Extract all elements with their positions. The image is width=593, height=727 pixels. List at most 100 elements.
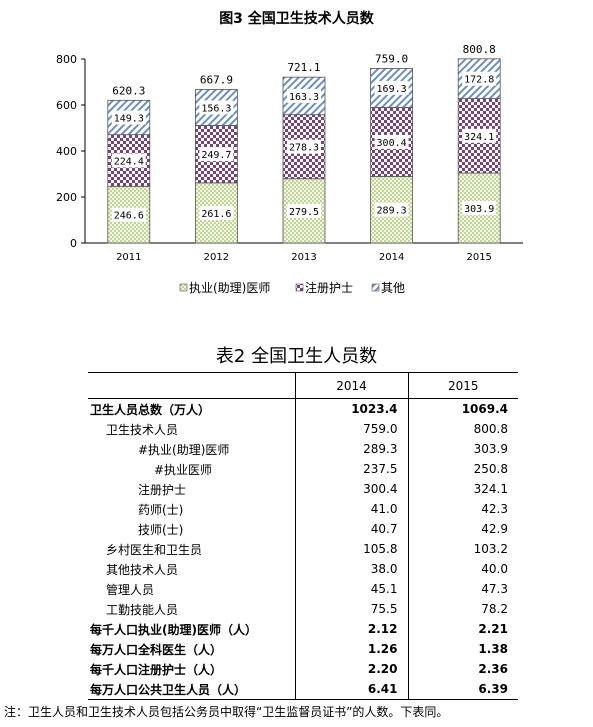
health-personnel-table: 2014 2015 卫生人员总数（万人） 1023.4 1069.4 卫生技术人员 75… [88,372,518,700]
legend-item-nurses: 注册护士 [295,280,353,295]
table-row: #执业(助理)医师 289.3 303.9 [88,439,518,459]
row-value-2015: 103.2 [473,542,508,556]
row-label: #执业(助理)医师 [88,439,296,459]
row-value-2014: 75.5 [295,599,409,619]
table-row: 工勤技能人员 75.5 78.2 [88,599,518,619]
header-2015: 2015 [408,372,518,399]
y-tick-label: 0 [70,237,77,250]
total-label: 667.9 [200,73,233,86]
row-value-2015: 78.2 [481,602,508,616]
row-value-2015: 6.39 [408,679,518,700]
legend-swatch [295,283,304,292]
value-label: 324.1 [464,132,494,143]
row-value-2014: 289.3 [295,439,409,459]
row-value-2014: 105.8 [295,539,409,559]
table-row: 每万人口公共卫生人员（人） 6.41 6.39 [88,679,518,700]
table-row: 乡村医生和卫生员 105.8 103.2 [88,539,518,559]
table-row: 每万人口全科医生（人） 1.26 1.38 [88,639,518,659]
x-tick-label: 2015 [466,252,491,263]
row-value-2014: 41.0 [295,499,409,519]
row-value-2014: 759.0 [295,419,409,439]
footnote: 注：卫生人员和卫生技术人员包括公务员中取得“卫生监督员证书”的人数。下表同。 [4,705,449,719]
legend-label: 其他 [381,281,405,295]
row-label: 技师(士) [88,519,296,539]
value-label-background [111,110,146,125]
row-value-2015: 1069.4 [461,402,508,416]
value-label: 279.5 [289,207,319,218]
header-2014: 2014 [295,372,409,399]
table-row: 药师(士) 41.0 42.3 [88,499,518,519]
row-value-2015: 250.8 [473,462,508,476]
value-label-background [374,202,409,217]
total-label: 721.1 [287,61,320,74]
row-label: 每万人口全科医生（人） [88,639,296,659]
value-label-background [462,128,497,143]
legend-label: 执业(助理)医师 [189,281,270,295]
y-tick-label: 800 [56,53,77,66]
table-row: 每千人口注册护士（人） 2.20 2.36 [88,659,518,679]
value-label: 249.7 [201,150,231,161]
total-label: 759.0 [375,52,408,65]
row-value-2015: 47.3 [481,582,508,596]
table-row: #执业医师 237.5 250.8 [88,459,518,479]
value-label: 303.9 [464,204,494,215]
row-label: 每万人口公共卫生人员（人） [88,679,296,700]
value-label-background [287,139,321,154]
row-label: 乡村医生和卫生员 [88,539,296,559]
row-value-2014: 1.26 [295,639,409,659]
table-row: 卫生技术人员 759.0 800.8 [88,419,518,439]
header-label [88,372,296,399]
value-label: 246.6 [114,211,144,222]
table-row: 技师(士) 40.7 42.9 [88,519,518,539]
value-label-background [462,201,497,216]
row-value-2014: 6.41 [295,679,409,700]
table-row: 每千人口执业(助理)医师（人） 2.12 2.21 [88,619,518,639]
stacked-bar-chart: 0 200 400 600 800 246.6 224.4 149.3 620.3 2011 26… [56,43,523,295]
x-tick-label: 2011 [116,252,141,263]
table-row: 其他技术人员 38.0 40.0 [88,559,518,579]
row-value-2014: 1023.4 [295,398,409,419]
value-label: 149.3 [114,114,144,125]
total-label: 800.8 [463,43,496,56]
value-label-background [462,71,497,86]
row-value-2014: 237.5 [295,459,409,479]
x-tick-label: 2014 [379,252,404,263]
row-value-2015: 2.36 [478,662,508,676]
value-label-background [199,205,234,220]
total-label: 620.3 [112,84,145,97]
legend-item-physicians: 执业(助理)医师 [179,281,270,295]
row-label: 药师(士) [88,499,296,519]
row-value-2015: 324.1 [473,482,508,496]
row-value-2014: 300.4 [295,479,409,499]
row-label: 管理人员 [88,579,296,599]
row-label: 卫生技术人员 [88,419,296,439]
row-label: #执业医师 [88,459,296,479]
row-label: 注册护士 [88,479,296,499]
value-label-background [287,203,321,218]
chart-title: 图3 全国卫生技术人员数 [219,11,374,27]
value-label: 289.3 [377,206,407,217]
value-label: 224.4 [114,156,144,167]
legend-item-other: 其他 [371,281,405,295]
value-label: 300.4 [377,138,407,149]
legend-label: 注册护士 [305,280,353,295]
value-label-background [199,147,234,162]
x-tick-label: 2012 [204,252,229,263]
row-value-2014: 2.12 [295,619,409,639]
value-label: 261.6 [201,209,231,220]
row-value-2014: 40.7 [295,519,409,539]
row-value-2015: 303.9 [473,442,508,456]
row-value-2014: 38.0 [295,559,409,579]
row-value-2015: 800.8 [473,422,508,436]
y-tick-label: 400 [56,145,77,158]
value-label: 169.3 [377,84,407,95]
row-label: 每千人口执业(助理)医师（人） [88,619,296,639]
value-label-background [199,100,234,115]
table-row: 卫生人员总数（万人） 1023.4 1069.4 [88,398,518,419]
table-row: 管理人员 45.1 47.3 [88,579,518,599]
value-label-background [374,80,409,95]
value-label: 172.8 [464,75,494,86]
value-label-background [111,153,146,168]
value-label-background [111,207,146,222]
row-value-2015: 42.3 [481,502,508,516]
